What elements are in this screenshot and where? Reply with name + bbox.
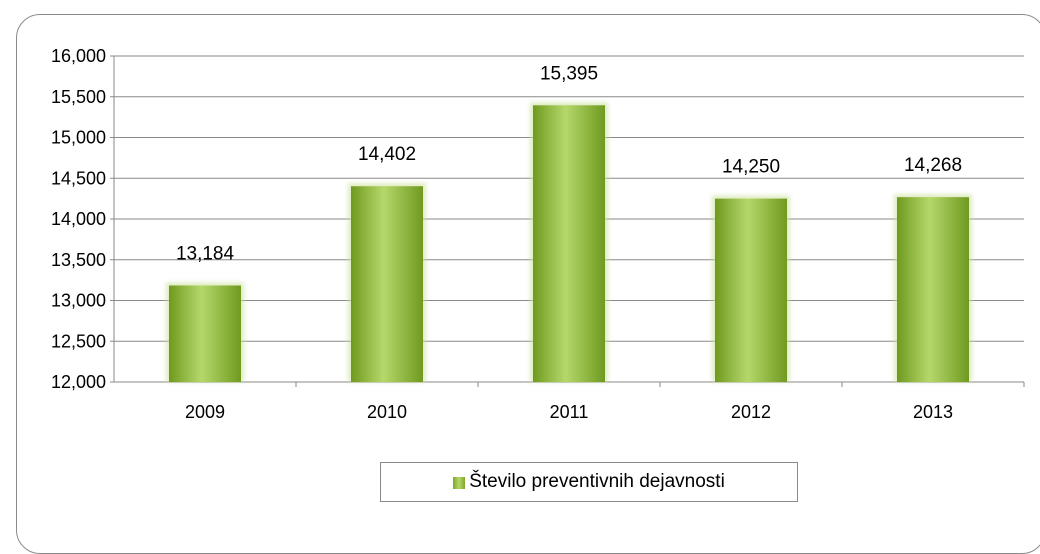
y-tick-label: 15,500 [51, 87, 106, 107]
y-tick-label: 16,000 [51, 46, 106, 66]
y-axis-ticks: 12,000 12,500 13,000 13,500 14,000 14,500 15,0… [51, 46, 106, 392]
y-tick-label: 12,500 [51, 331, 106, 351]
legend-swatch [453, 477, 466, 489]
x-tick-label: 2009 [185, 402, 225, 422]
data-label: 14,250 [722, 157, 780, 178]
bars [166, 102, 972, 383]
x-tick-label: 2012 [731, 402, 771, 422]
bar-2013 [897, 197, 969, 382]
bar-2011 [533, 105, 605, 383]
data-label: 14,268 [904, 155, 962, 176]
x-tick-label: 2011 [550, 402, 589, 422]
x-tick-label: 2013 [913, 402, 953, 422]
y-tick-label: 14,000 [51, 209, 106, 229]
y-tick-label: 15,000 [51, 128, 106, 148]
data-labels: 13,184 14,402 15,395 14,250 14,268 [176, 63, 962, 264]
bar-2010 [351, 186, 423, 382]
legend: Število preventivnih dejavnosti [380, 462, 798, 502]
data-label: 13,184 [176, 244, 235, 265]
data-label: 14,402 [358, 144, 416, 165]
bar-chart: 12,000 12,500 13,000 13,500 14,000 14,500 15,0… [51, 46, 1025, 422]
y-tick-label: 14,500 [51, 168, 106, 188]
data-label: 15,395 [540, 63, 598, 84]
y-tick-label: 12,000 [51, 372, 106, 392]
legend-label: Število preventivnih dejavnosti [469, 471, 725, 492]
y-tick-label: 13,000 [51, 291, 106, 311]
bar-2009 [169, 285, 241, 382]
bar-2012 [715, 198, 787, 382]
x-tick-label: 2010 [367, 402, 407, 422]
y-tick-label: 13,500 [51, 250, 106, 270]
x-axis-ticks: 2009 2010 2011 2012 2013 [185, 382, 1025, 422]
